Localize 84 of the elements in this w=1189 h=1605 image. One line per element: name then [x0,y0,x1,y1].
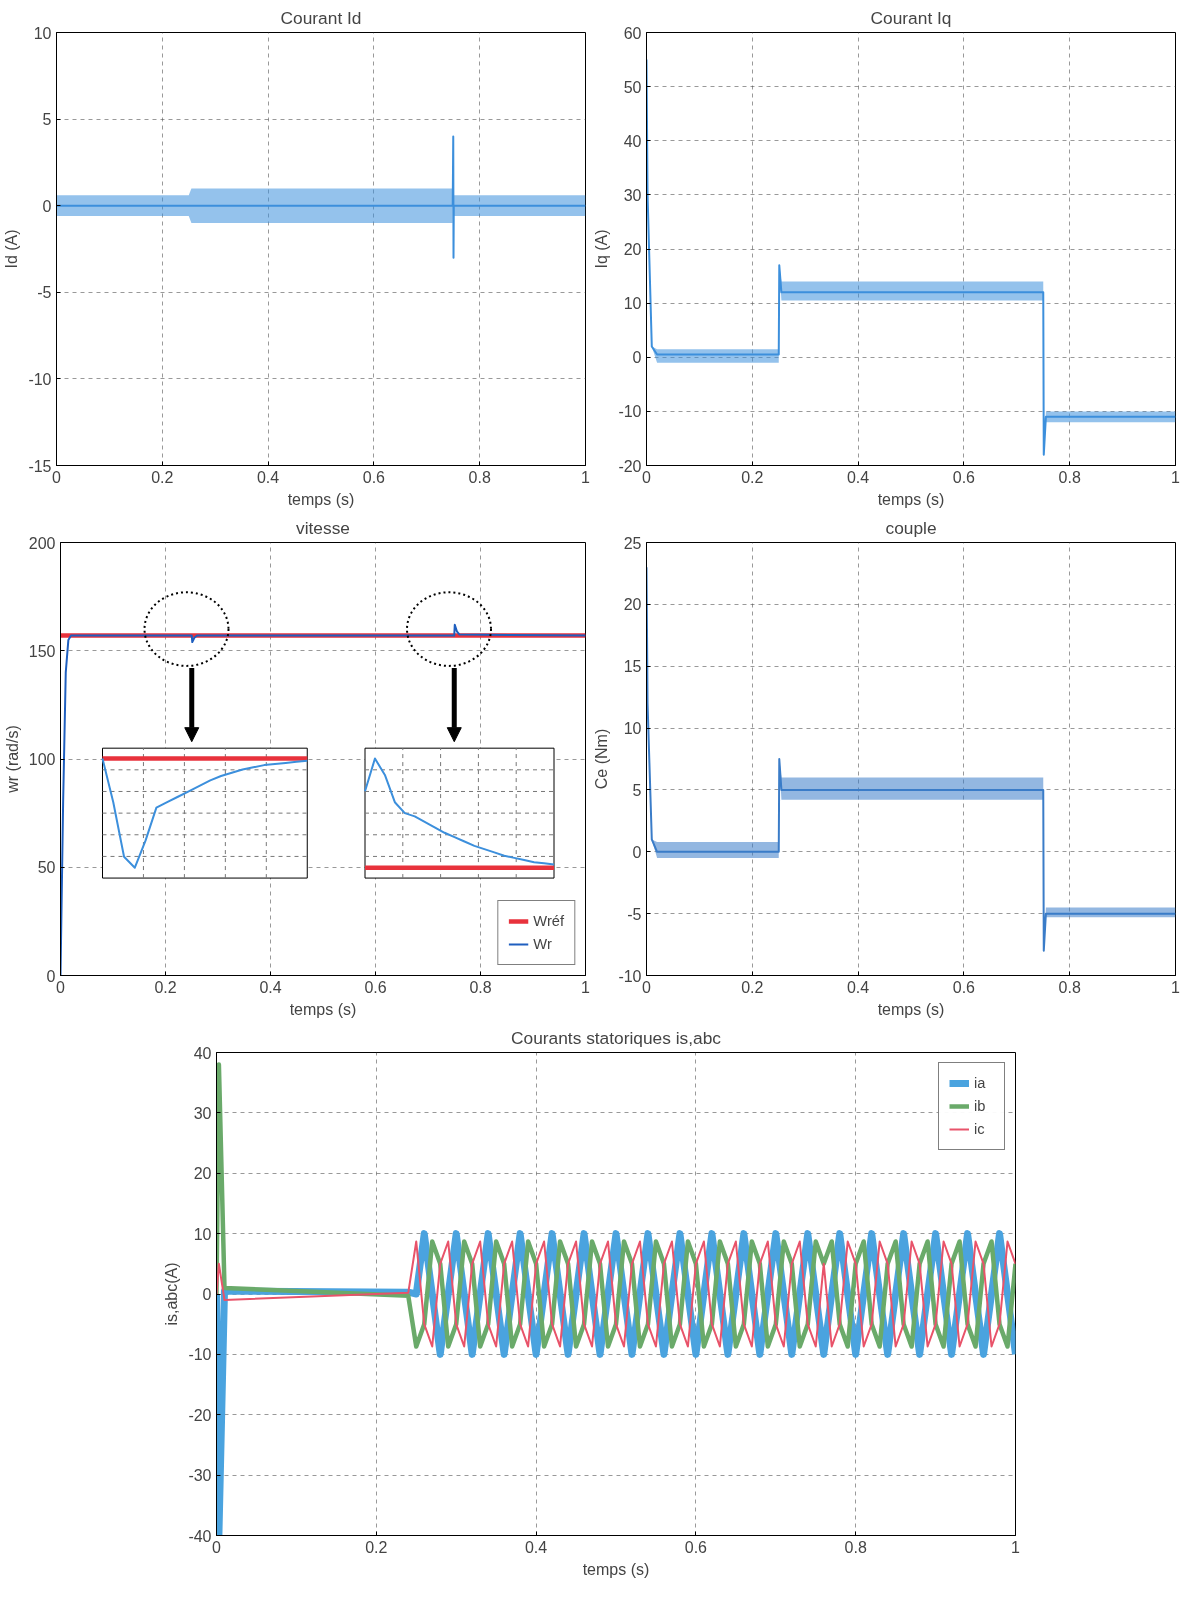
x-tick-label: 0.8 [468,468,491,486]
y-tick-label: -20 [188,1406,212,1424]
chart-title: Courant Id [280,7,362,28]
x-tick-label: 0.6 [364,978,387,996]
x-tick-label: 0.6 [684,1538,708,1556]
y-tick-label: 25 [623,534,642,552]
x-tick-label: 0.4 [524,1538,548,1556]
y-tick-label: 0 [632,843,642,861]
x-tick-label: 1 [1171,468,1181,486]
y-tick-label: -15 [28,457,52,475]
chart-title: Courant Iq [870,7,952,28]
x-tick-label: 1 [1171,978,1181,996]
y-tick-label: 10 [33,24,52,42]
x-tick-label: 1 [581,468,591,486]
y-tick-label: 200 [28,534,56,552]
x-tick-label: 0.4 [256,468,280,486]
x-tick-label: 0.2 [151,468,174,486]
y-tick-label: -10 [28,370,52,388]
x-tick-label: 0.2 [741,978,764,996]
y-tick-label: 30 [623,186,642,204]
chart-title: Courants statoriques is,abc [511,1027,722,1048]
y-tick-label: 50 [623,78,642,96]
x-axis-title: temps (s) [287,490,355,508]
y-tick-label: 0 [632,349,642,367]
y-tick-label: 100 [28,751,56,768]
x-tick-label: 1 [581,978,591,996]
x-tick-label: 1 [1011,1538,1021,1556]
x-tick-label: 0.8 [1058,978,1081,996]
y-tick-label: -10 [188,1346,212,1364]
y-tick-label: -5 [627,905,642,923]
y-tick-label: 10 [623,720,642,738]
y-tick-label: -40 [188,1527,212,1545]
x-tick-label: 0.2 [741,468,764,486]
y-tick-label: 5 [632,781,642,799]
y-tick-label: -30 [188,1467,212,1485]
y-tick-label: -5 [37,284,52,302]
x-tick-label: 0.4 [259,978,282,996]
legend-label: ic [974,1121,986,1137]
y-tick-label: 50 [37,859,56,877]
y-tick-label: 0 [202,1286,212,1303]
x-axis-title: temps (s) [877,1000,945,1018]
y-tick-label: 40 [193,1044,212,1062]
y-tick-label: 20 [623,241,642,258]
y-tick-label: -20 [618,457,642,475]
x-tick-label: 0.6 [362,468,386,486]
legend-label: ib [974,1098,987,1114]
y-tick-label: -10 [618,967,642,985]
x-tick-label: 0.2 [365,1538,388,1556]
legend-label: Wréf [533,913,564,929]
x-tick-label: 0.8 [469,978,492,996]
y-tick-label: 30 [193,1104,212,1122]
y-tick-label: 5 [42,111,52,129]
y-tick-label: 40 [623,132,642,150]
legend-label: Wr [533,936,553,952]
y-tick-label: 0 [42,197,52,215]
x-tick-label: 0.2 [154,978,177,996]
y-axis-title: is,abc(A) [163,1262,181,1326]
chart-title: couple [885,517,937,538]
chart-title: vitesse [296,517,350,538]
x-tick-label: 0.8 [844,1538,867,1556]
y-axis-title: Iq (A) [593,229,611,269]
y-axis-title: Id (A) [3,229,21,269]
y-tick-label: 20 [193,1165,212,1183]
line-series [216,1240,1016,1348]
y-tick-label: 20 [623,596,642,614]
x-tick-label: 0.6 [952,978,976,996]
line-series [216,1062,1016,1349]
y-tick-label: 10 [623,295,642,313]
x-tick-label: 0.4 [846,468,870,486]
x-axis-title: temps (s) [877,490,945,508]
x-tick-label: 0.4 [846,978,870,996]
y-tick-label: 10 [193,1225,212,1243]
x-axis-title: temps (s) [289,1000,357,1018]
y-axis-title: wr (rad/s) [3,725,21,794]
x-tick-label: 0.8 [1058,468,1081,486]
y-tick-label: -10 [618,403,642,421]
x-axis-title: temps (s) [582,1560,650,1578]
y-tick-label: 0 [46,967,56,985]
y-tick-label: 60 [623,24,642,42]
y-axis-title: Ce (Nm) [593,728,611,790]
y-tick-label: 150 [28,642,56,660]
y-tick-label: 15 [623,658,642,676]
x-tick-label: 0.6 [952,468,976,486]
legend-label: ia [974,1075,987,1091]
